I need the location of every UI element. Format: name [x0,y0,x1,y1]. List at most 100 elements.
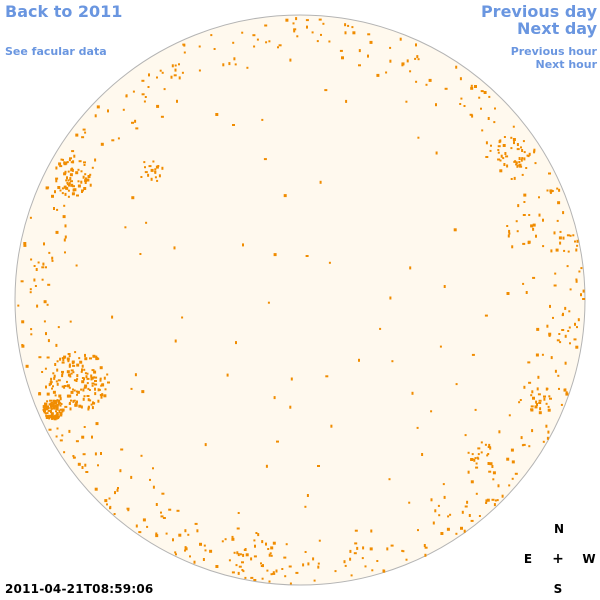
facula-point [152,160,155,163]
facula-point [361,557,364,560]
facula-point [149,478,151,481]
facula-point [557,374,560,377]
facula-point [547,408,551,412]
facula-point [155,165,159,169]
facula-point [520,436,523,440]
facula-point [152,467,154,470]
see-facular-data-link[interactable]: See facular data [5,45,107,58]
facula-point [64,224,67,228]
facula-point [226,373,229,377]
facula-point [55,435,58,438]
facula-point [267,301,270,304]
facula-point [71,192,75,196]
facula-point [562,211,565,215]
facula-point [553,231,556,235]
facula-point [71,168,74,172]
facula-point [198,69,201,72]
facula-point [70,399,72,402]
facula-point [531,390,534,394]
facula-point [538,213,541,217]
facula-point [84,177,87,180]
facula-point [41,371,44,373]
facula-point [538,196,540,199]
facula-point [84,463,87,467]
facula-point [563,388,566,392]
facula-point [497,158,501,161]
facula-point [127,509,130,512]
facula-point [580,267,583,270]
facula-point [385,71,388,74]
facula-point [43,242,45,246]
facula-point [228,62,231,66]
facula-point [516,148,520,151]
facula-point [535,234,537,238]
facula-point [52,402,55,406]
facula-point [455,383,458,386]
facula-point [265,542,267,546]
facula-point [52,399,56,403]
facula-point [449,513,452,516]
facula-point [85,375,88,379]
facula-point [563,249,566,252]
previous-hour-link[interactable]: Previous hour [510,45,597,58]
facula-point [538,402,542,404]
facula-point [65,179,68,182]
facula-point [500,154,503,158]
next-hour-link[interactable]: Next hour [535,58,598,71]
facula-point [558,333,561,335]
facula-point [161,492,165,495]
facula-point [86,372,89,375]
compass-south-label: S [553,582,563,596]
facula-point [72,399,75,403]
facula-point [163,88,166,91]
back-to-year-link[interactable]: Back to 2011 [5,2,123,21]
facula-point [49,381,53,384]
facula-point [261,540,264,544]
facula-point [89,357,92,360]
next-day-link[interactable]: Next day [517,19,597,38]
facula-point [353,552,357,555]
facula-point [508,232,511,235]
facula-point [59,414,63,417]
facula-point [547,430,550,434]
facula-point [511,477,514,480]
facula-point [480,107,482,110]
facula-point [533,148,536,152]
facula-point [264,24,268,27]
facula-point [475,462,478,465]
facula-point [546,324,549,328]
facula-point [502,144,506,147]
facula-point [318,18,322,21]
facula-point [578,270,581,273]
facula-point [168,508,172,511]
previous-day-link[interactable]: Previous day [480,2,597,21]
facula-point [515,220,518,223]
facula-point [239,553,242,556]
facula-point [401,63,404,67]
facula-point [317,562,320,565]
facula-point [542,245,545,248]
facula-point [83,164,86,166]
facula-point [104,499,108,503]
facula-point [526,154,529,157]
facula-point [558,188,561,192]
facula-point [382,569,385,573]
facula-point [134,373,137,377]
facula-point [204,549,207,552]
facula-point [54,401,57,405]
facula-point [233,551,236,554]
facula-point [277,46,279,49]
facula-point [89,399,92,402]
facula-point [56,368,59,372]
facula-point [34,285,37,287]
facula-point [231,537,235,541]
facula-point [36,304,39,308]
facula-point [84,179,88,183]
facula-point [52,405,55,409]
facula-point [30,258,33,261]
facula-point [293,29,296,33]
facula-point [503,136,506,138]
facula-point [62,215,66,219]
facula-point [437,504,440,507]
facula-point [423,544,426,547]
